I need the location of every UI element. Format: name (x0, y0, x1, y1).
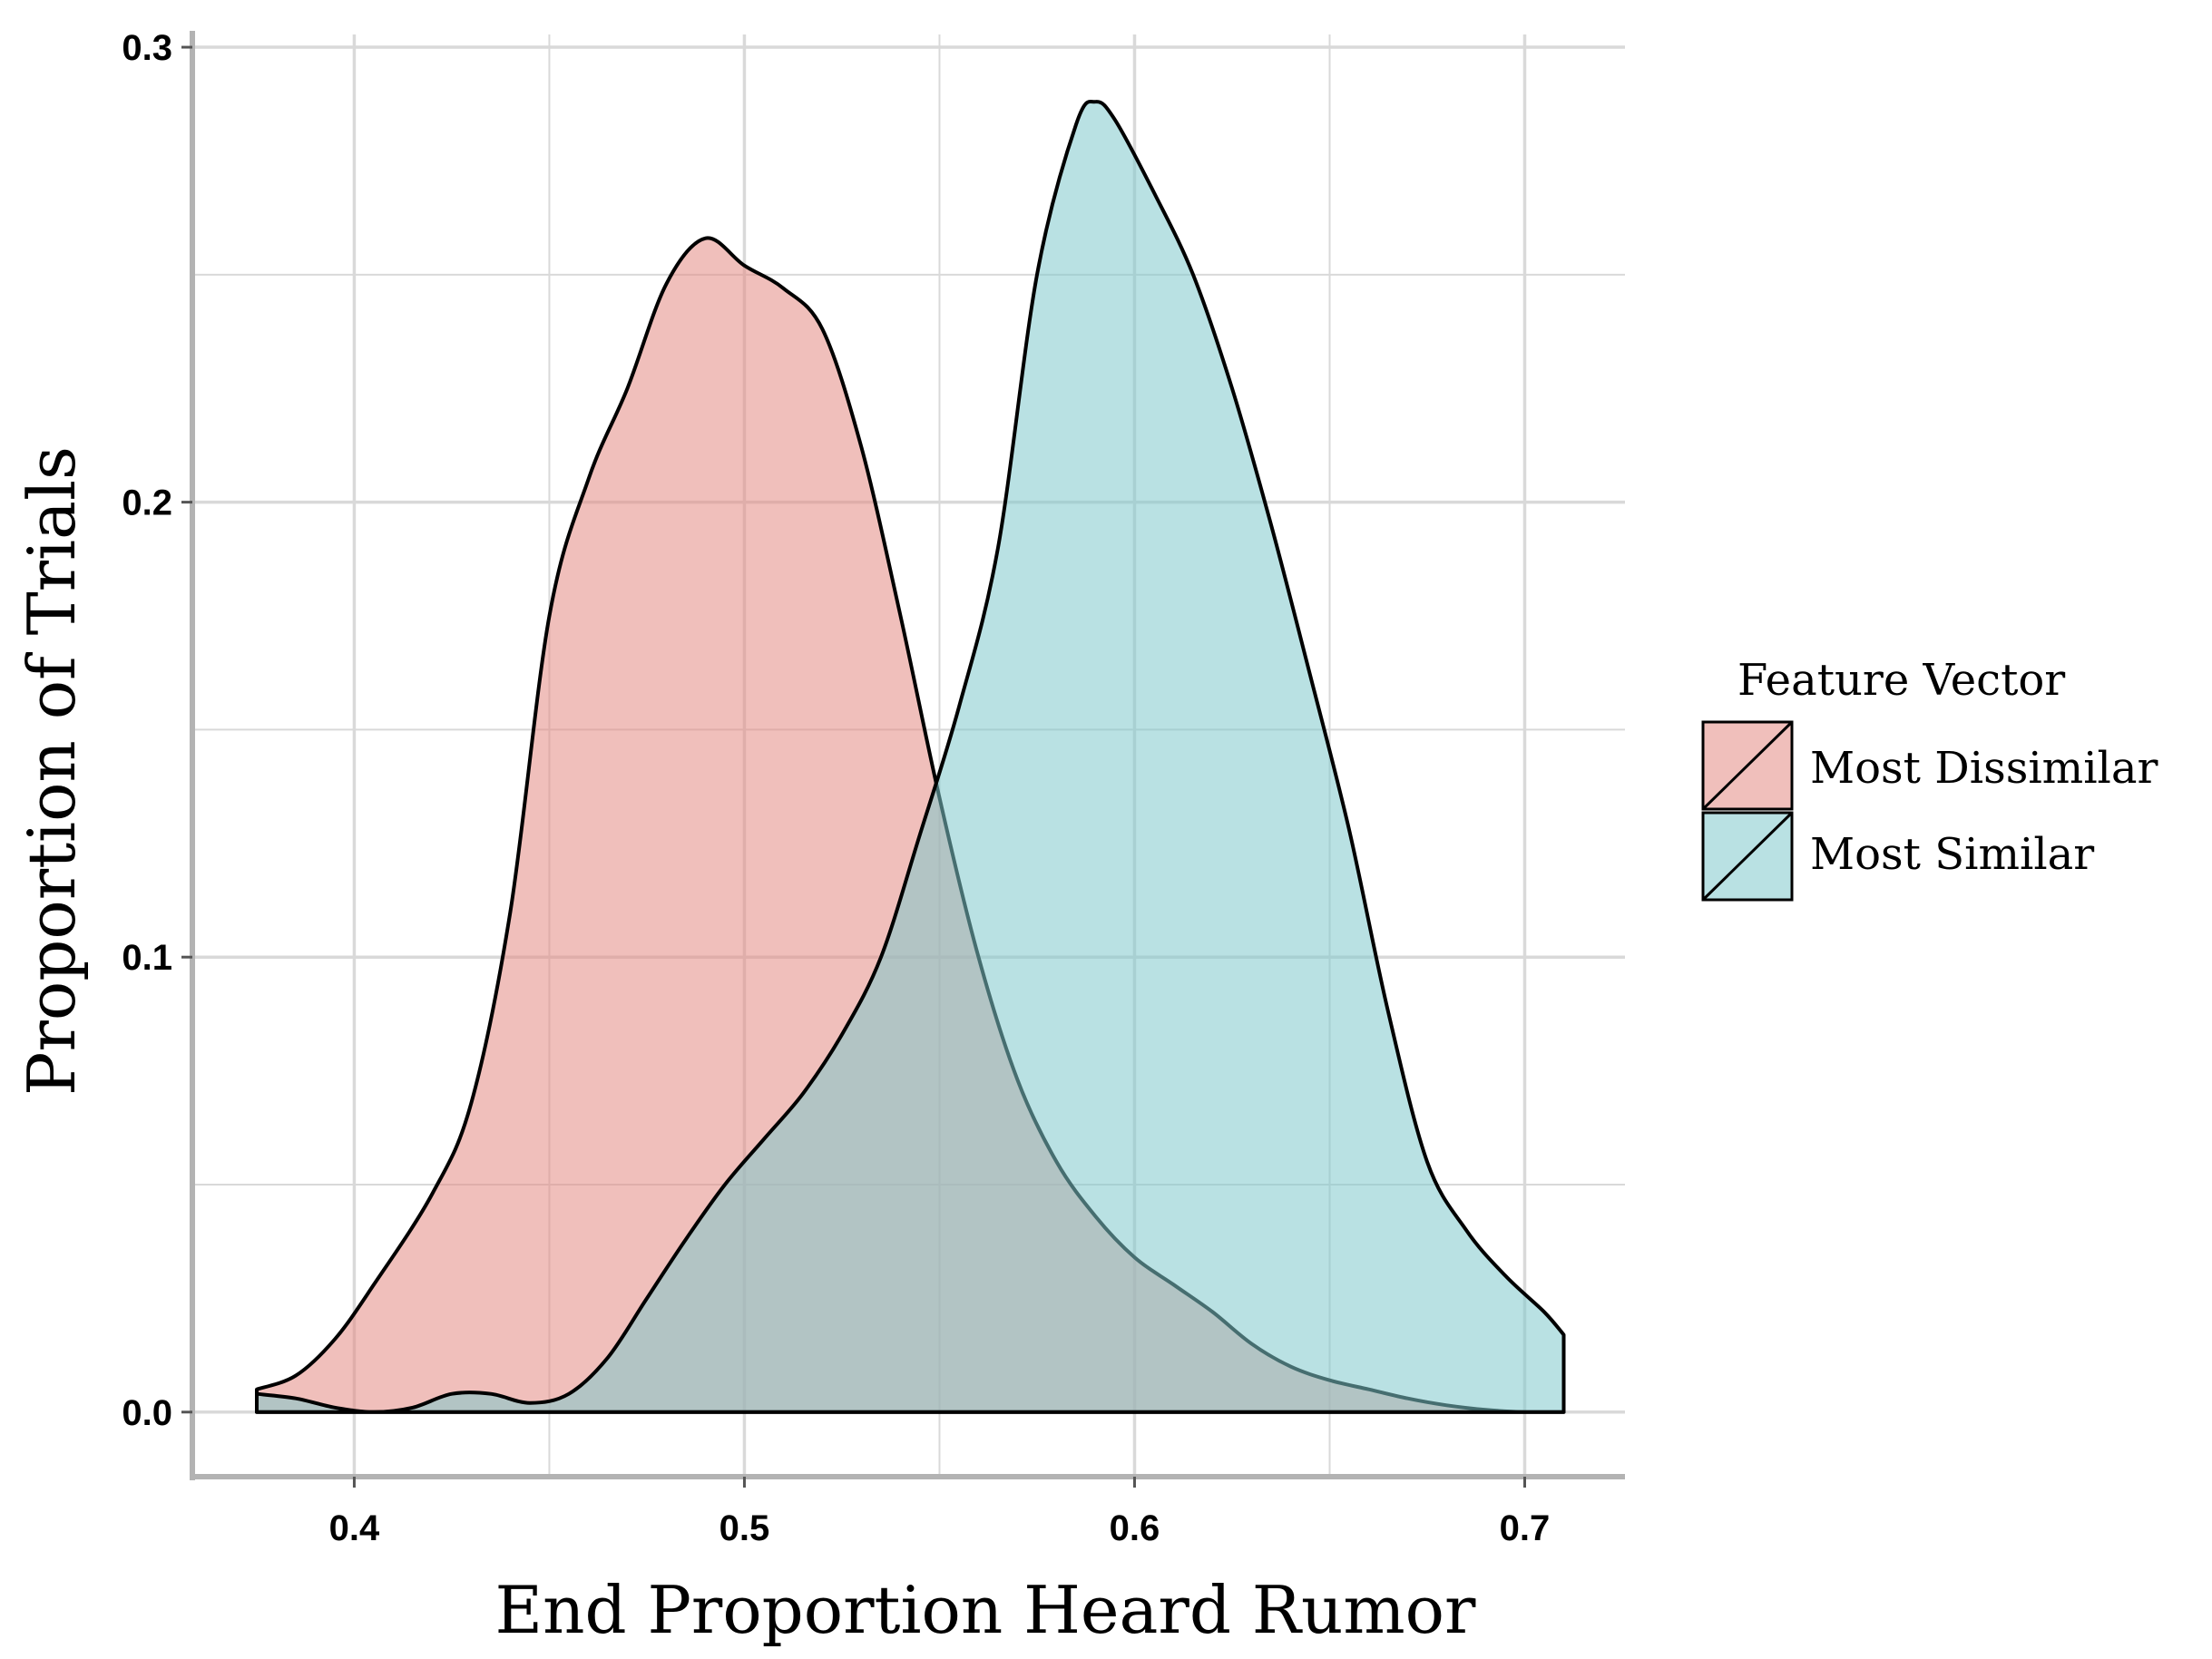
y-tick-label: 0.3 (122, 28, 172, 68)
y-tick-label: 0.0 (122, 1393, 172, 1433)
legend-label-similar: Most Similar (1810, 829, 2094, 880)
legend-item-dissimilar: Most Dissimilar (1701, 720, 2158, 811)
density-areas (255, 100, 1566, 1414)
legend-swatch-slash-dissimilar (1701, 720, 1794, 811)
x-tick-label: 0.6 (1110, 1508, 1160, 1548)
gridlines (192, 34, 1625, 1477)
x-axis-title: End Proportion Heard Rumor (495, 1572, 1476, 1648)
x-tick-label: 0.7 (1500, 1508, 1551, 1548)
density-area-most-similar (255, 100, 1566, 1414)
legend-label-dissimilar: Most Dissimilar (1810, 743, 2158, 794)
legend-item-similar: Most Similar (1701, 811, 2094, 902)
tick-labels: 0.0 0.1 0.2 0.3 0.4 0.5 0.6 0.7 (122, 28, 1550, 1548)
y-tick-label: 0.2 (122, 483, 172, 523)
legend: Feature Vector Most Dissimilar Most Simi… (1701, 655, 2158, 902)
legend-swatch-slash-similar (1701, 811, 1794, 902)
legend-title: Feature Vector (1737, 655, 2065, 706)
y-tick-label: 0.1 (122, 938, 172, 978)
y-axis-title: Proportion of Trials (14, 446, 90, 1096)
axes (190, 31, 1625, 1480)
x-tick-label: 0.4 (329, 1508, 380, 1548)
x-tick-label: 0.5 (719, 1508, 770, 1548)
